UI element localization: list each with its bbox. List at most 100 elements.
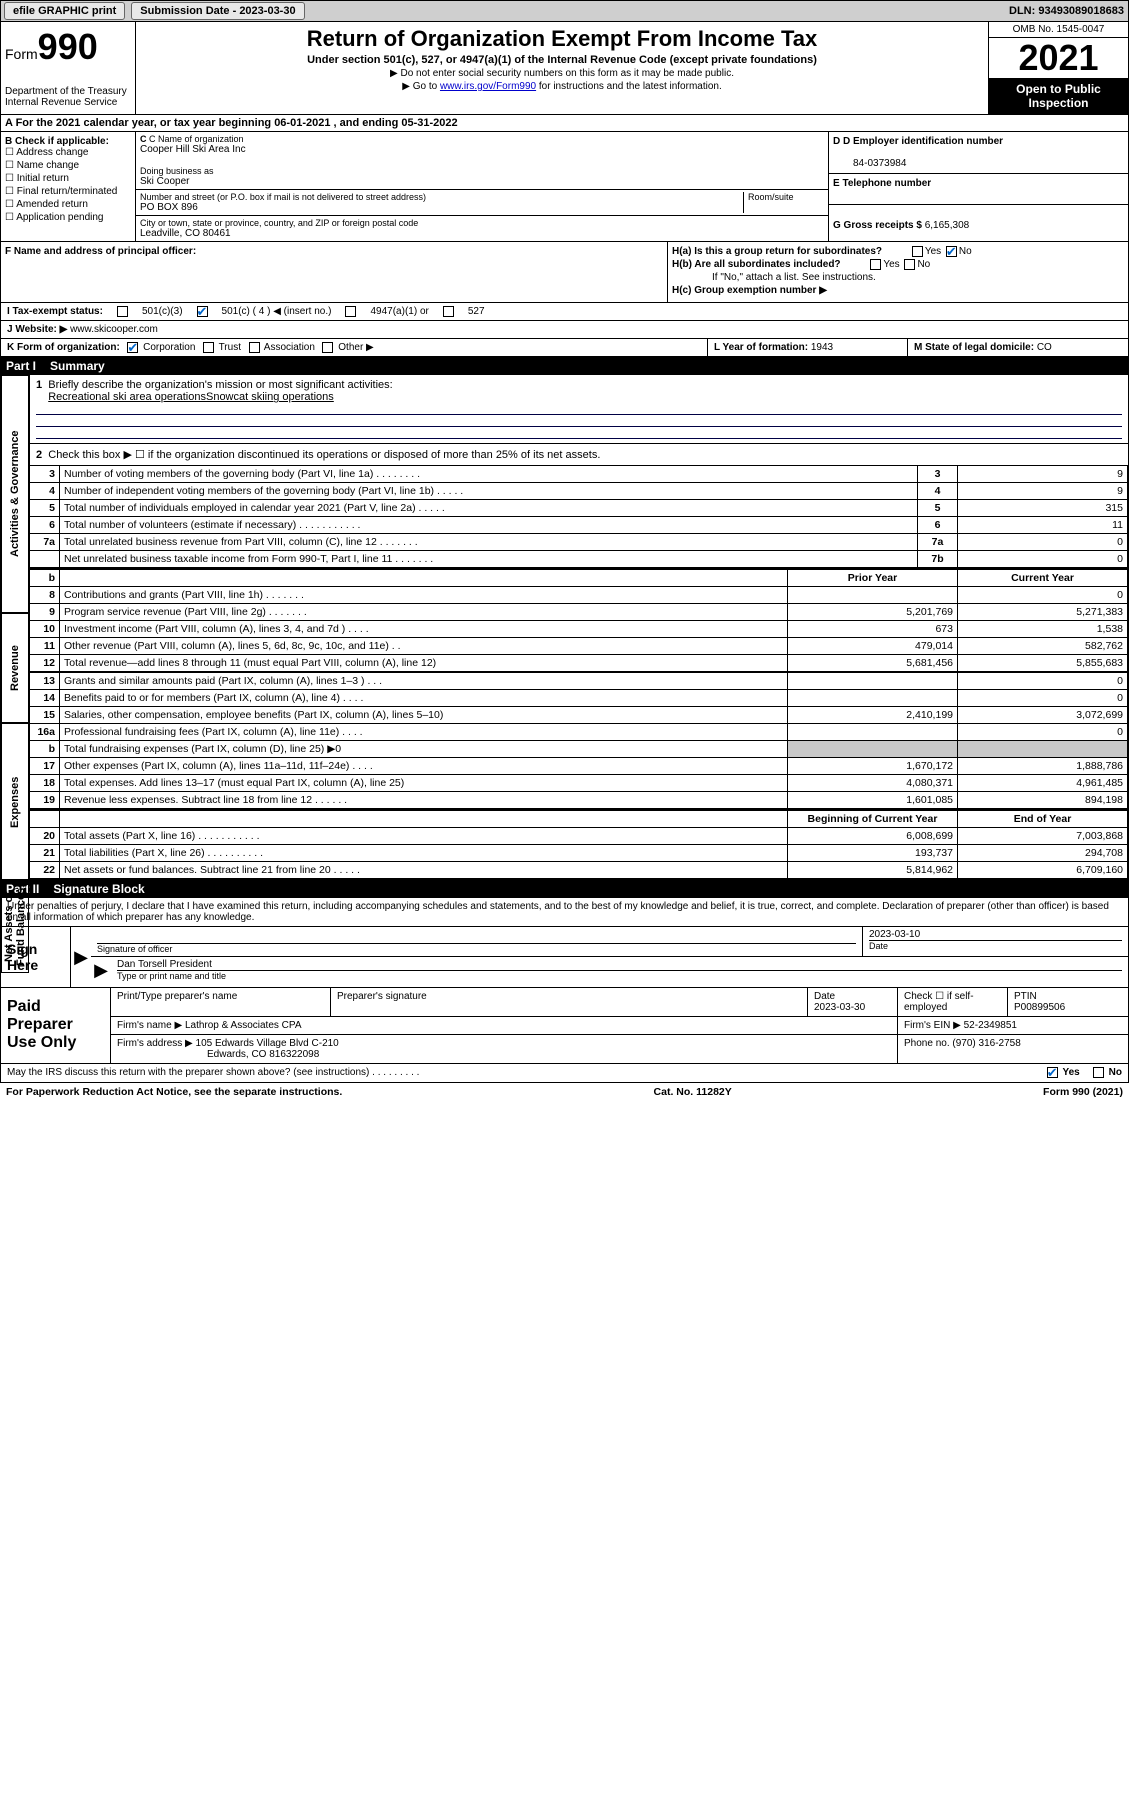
chk-501c3[interactable] bbox=[117, 306, 128, 317]
firm-ein-cell: Firm's EIN ▶ 52-2349851 bbox=[898, 1017, 1128, 1034]
header-right: OMB No. 1545-0047 2021 Open to Public In… bbox=[988, 22, 1128, 114]
table-row: 9Program service revenue (Part VIII, lin… bbox=[30, 604, 1128, 621]
hb-yes[interactable] bbox=[870, 259, 881, 270]
column-h: H(a) Is this a group return for subordin… bbox=[668, 242, 1128, 302]
omb-number: OMB No. 1545-0047 bbox=[989, 22, 1128, 38]
part1-title: Summary bbox=[50, 359, 105, 373]
net-header-row: Beginning of Current Year End of Year bbox=[30, 810, 1128, 828]
chk-527[interactable] bbox=[443, 306, 454, 317]
city-label: City or town, state or province, country… bbox=[140, 218, 824, 228]
h-a: H(a) Is this a group return for subordin… bbox=[672, 246, 1124, 257]
h-b: H(b) Are all subordinates included? Yes … bbox=[672, 259, 1124, 270]
paperwork-notice: For Paperwork Reduction Act Notice, see … bbox=[6, 1086, 342, 1098]
discuss-no[interactable] bbox=[1093, 1067, 1104, 1078]
chk-app-pending[interactable]: ☐ Application pending bbox=[5, 212, 131, 223]
line1-mission: 1 Briefly describe the organization's mi… bbox=[29, 375, 1128, 443]
dln-label: DLN: 93493089018683 bbox=[1009, 5, 1128, 17]
prior-year-header: Prior Year bbox=[788, 569, 958, 587]
chk-final-return[interactable]: ☐ Final return/terminated bbox=[5, 186, 131, 197]
dba-label: Doing business as bbox=[140, 166, 824, 176]
submission-date-button[interactable]: Submission Date - 2023-03-30 bbox=[131, 2, 304, 20]
prep-date-cell: Date2023-03-30 bbox=[808, 988, 898, 1016]
discuss-yes[interactable] bbox=[1047, 1067, 1058, 1078]
table-row: 11Other revenue (Part VIII, column (A), … bbox=[30, 638, 1128, 655]
form-header: Form990 Department of the Treasury Inter… bbox=[0, 22, 1129, 115]
paid-preparer-label: Paid Preparer Use Only bbox=[1, 988, 111, 1063]
table-row: 17Other expenses (Part IX, column (A), l… bbox=[30, 758, 1128, 775]
sign-here-row: Sign Here ▶ Signature of officer 2023-03… bbox=[1, 926, 1128, 987]
form-title: Return of Organization Exempt From Incom… bbox=[140, 26, 984, 52]
begin-year-header: Beginning of Current Year bbox=[788, 810, 958, 828]
open-to-public: Open to Public Inspection bbox=[989, 78, 1128, 114]
form-note1: ▶ Do not enter social security numbers o… bbox=[140, 68, 984, 79]
table-row: 6Total number of volunteers (estimate if… bbox=[30, 517, 1128, 534]
column-c: C C Name of organization Cooper Hill Ski… bbox=[136, 132, 828, 241]
discuss-text: May the IRS discuss this return with the… bbox=[7, 1067, 419, 1078]
sign-arrow2: ▶ bbox=[91, 957, 111, 983]
column-d: D D Employer identification number 84-03… bbox=[828, 132, 1128, 241]
mission-text: Recreational ski area operationsSnowcat … bbox=[48, 391, 334, 403]
room-label: Room/suite bbox=[748, 192, 824, 202]
row-j: J Website: ▶ www.skicooper.com bbox=[0, 321, 1129, 339]
chk-501c[interactable] bbox=[197, 306, 208, 317]
ha-yes[interactable] bbox=[912, 246, 923, 257]
prep-sig-label: Preparer's signature bbox=[331, 988, 808, 1016]
print-name-label: Print/Type preparer's name bbox=[111, 988, 331, 1016]
phone-cell: E Telephone number bbox=[829, 174, 1128, 205]
addr-label: Number and street (or P.O. box if mail i… bbox=[140, 192, 739, 202]
ha-no[interactable] bbox=[946, 246, 957, 257]
header-left: Form990 Department of the Treasury Inter… bbox=[1, 22, 136, 114]
city-value: Leadville, CO 80461 bbox=[140, 228, 824, 239]
dba-value: Ski Cooper bbox=[140, 176, 824, 187]
note2-suffix: for instructions and the latest informat… bbox=[536, 81, 722, 92]
gross-cell: G Gross receipts $ 6,165,308 bbox=[829, 205, 1128, 235]
officer-sig-cell[interactable]: Signature of officer bbox=[91, 927, 863, 956]
chk-other[interactable] bbox=[322, 342, 333, 353]
part1-label: Part I bbox=[6, 359, 36, 373]
h-c: H(c) Group exemption number ▶ bbox=[672, 285, 1124, 296]
revenue-table: b Prior Year Current Year 8Contributions… bbox=[29, 568, 1128, 672]
part1-header: Part I Summary bbox=[0, 357, 1129, 375]
line2: 2 Check this box ▶ ☐ if the organization… bbox=[29, 443, 1128, 465]
firm-addr-cell: Firm's address ▶ 105 Edwards Village Blv… bbox=[111, 1035, 898, 1063]
header-mid: Return of Organization Exempt From Incom… bbox=[136, 22, 988, 114]
row-k: K Form of organization: Corporation Trus… bbox=[0, 339, 1129, 357]
tab-net-assets: Net Assets or Fund Balances bbox=[1, 881, 29, 973]
efile-button[interactable]: efile GRAPHIC print bbox=[4, 2, 125, 20]
table-row: 7aTotal unrelated business revenue from … bbox=[30, 534, 1128, 551]
form-number-value: 990 bbox=[38, 26, 98, 67]
addr-value: PO BOX 896 bbox=[140, 202, 739, 213]
chk-corp[interactable] bbox=[127, 342, 138, 353]
table-row: 4Number of independent voting members of… bbox=[30, 483, 1128, 500]
table-row: 21Total liabilities (Part X, line 26) . … bbox=[30, 845, 1128, 862]
chk-amended-return[interactable]: ☐ Amended return bbox=[5, 199, 131, 210]
tax-year: 2021 bbox=[989, 38, 1128, 78]
l-year: L Year of formation: 1943 bbox=[708, 339, 908, 356]
column-f: F Name and address of principal officer: bbox=[1, 242, 668, 302]
row-a-tax-year: A For the 2021 calendar year, or tax yea… bbox=[0, 115, 1129, 132]
table-row: Net unrelated business taxable income fr… bbox=[30, 551, 1128, 568]
chk-trust[interactable] bbox=[203, 342, 214, 353]
hb-no[interactable] bbox=[904, 259, 915, 270]
ein-cell: D D Employer identification number 84-03… bbox=[829, 132, 1128, 174]
form-label: Form bbox=[5, 46, 38, 62]
section-bcd: B Check if applicable: ☐ Address change … bbox=[0, 132, 1129, 242]
self-employed-cell[interactable]: Check ☐ if self-employed bbox=[898, 988, 1008, 1016]
chk-assoc[interactable] bbox=[249, 342, 260, 353]
table-row: 12Total revenue—add lines 8 through 11 (… bbox=[30, 655, 1128, 672]
governance-table: 3Number of voting members of the governi… bbox=[29, 465, 1128, 568]
chk-initial-return[interactable]: ☐ Initial return bbox=[5, 173, 131, 184]
h-b-note: If "No," attach a list. See instructions… bbox=[712, 272, 1124, 283]
sign-arrow: ▶ bbox=[71, 927, 91, 987]
discuss-row: May the IRS discuss this return with the… bbox=[0, 1064, 1129, 1082]
ein-value: 84-0373984 bbox=[853, 158, 906, 169]
chk-address-change[interactable]: ☐ Address change bbox=[5, 147, 131, 158]
part2-header: Part II Signature Block bbox=[0, 880, 1129, 898]
irs-link[interactable]: www.irs.gov/Form990 bbox=[440, 81, 536, 92]
end-year-header: End of Year bbox=[958, 810, 1128, 828]
chk-name-change[interactable]: ☐ Name change bbox=[5, 160, 131, 171]
org-name-label: C C Name of organization bbox=[140, 134, 824, 144]
table-row: 14Benefits paid to or for members (Part … bbox=[30, 690, 1128, 707]
firm-phone-cell: Phone no. (970) 316-2758 bbox=[898, 1035, 1128, 1063]
chk-4947[interactable] bbox=[345, 306, 356, 317]
